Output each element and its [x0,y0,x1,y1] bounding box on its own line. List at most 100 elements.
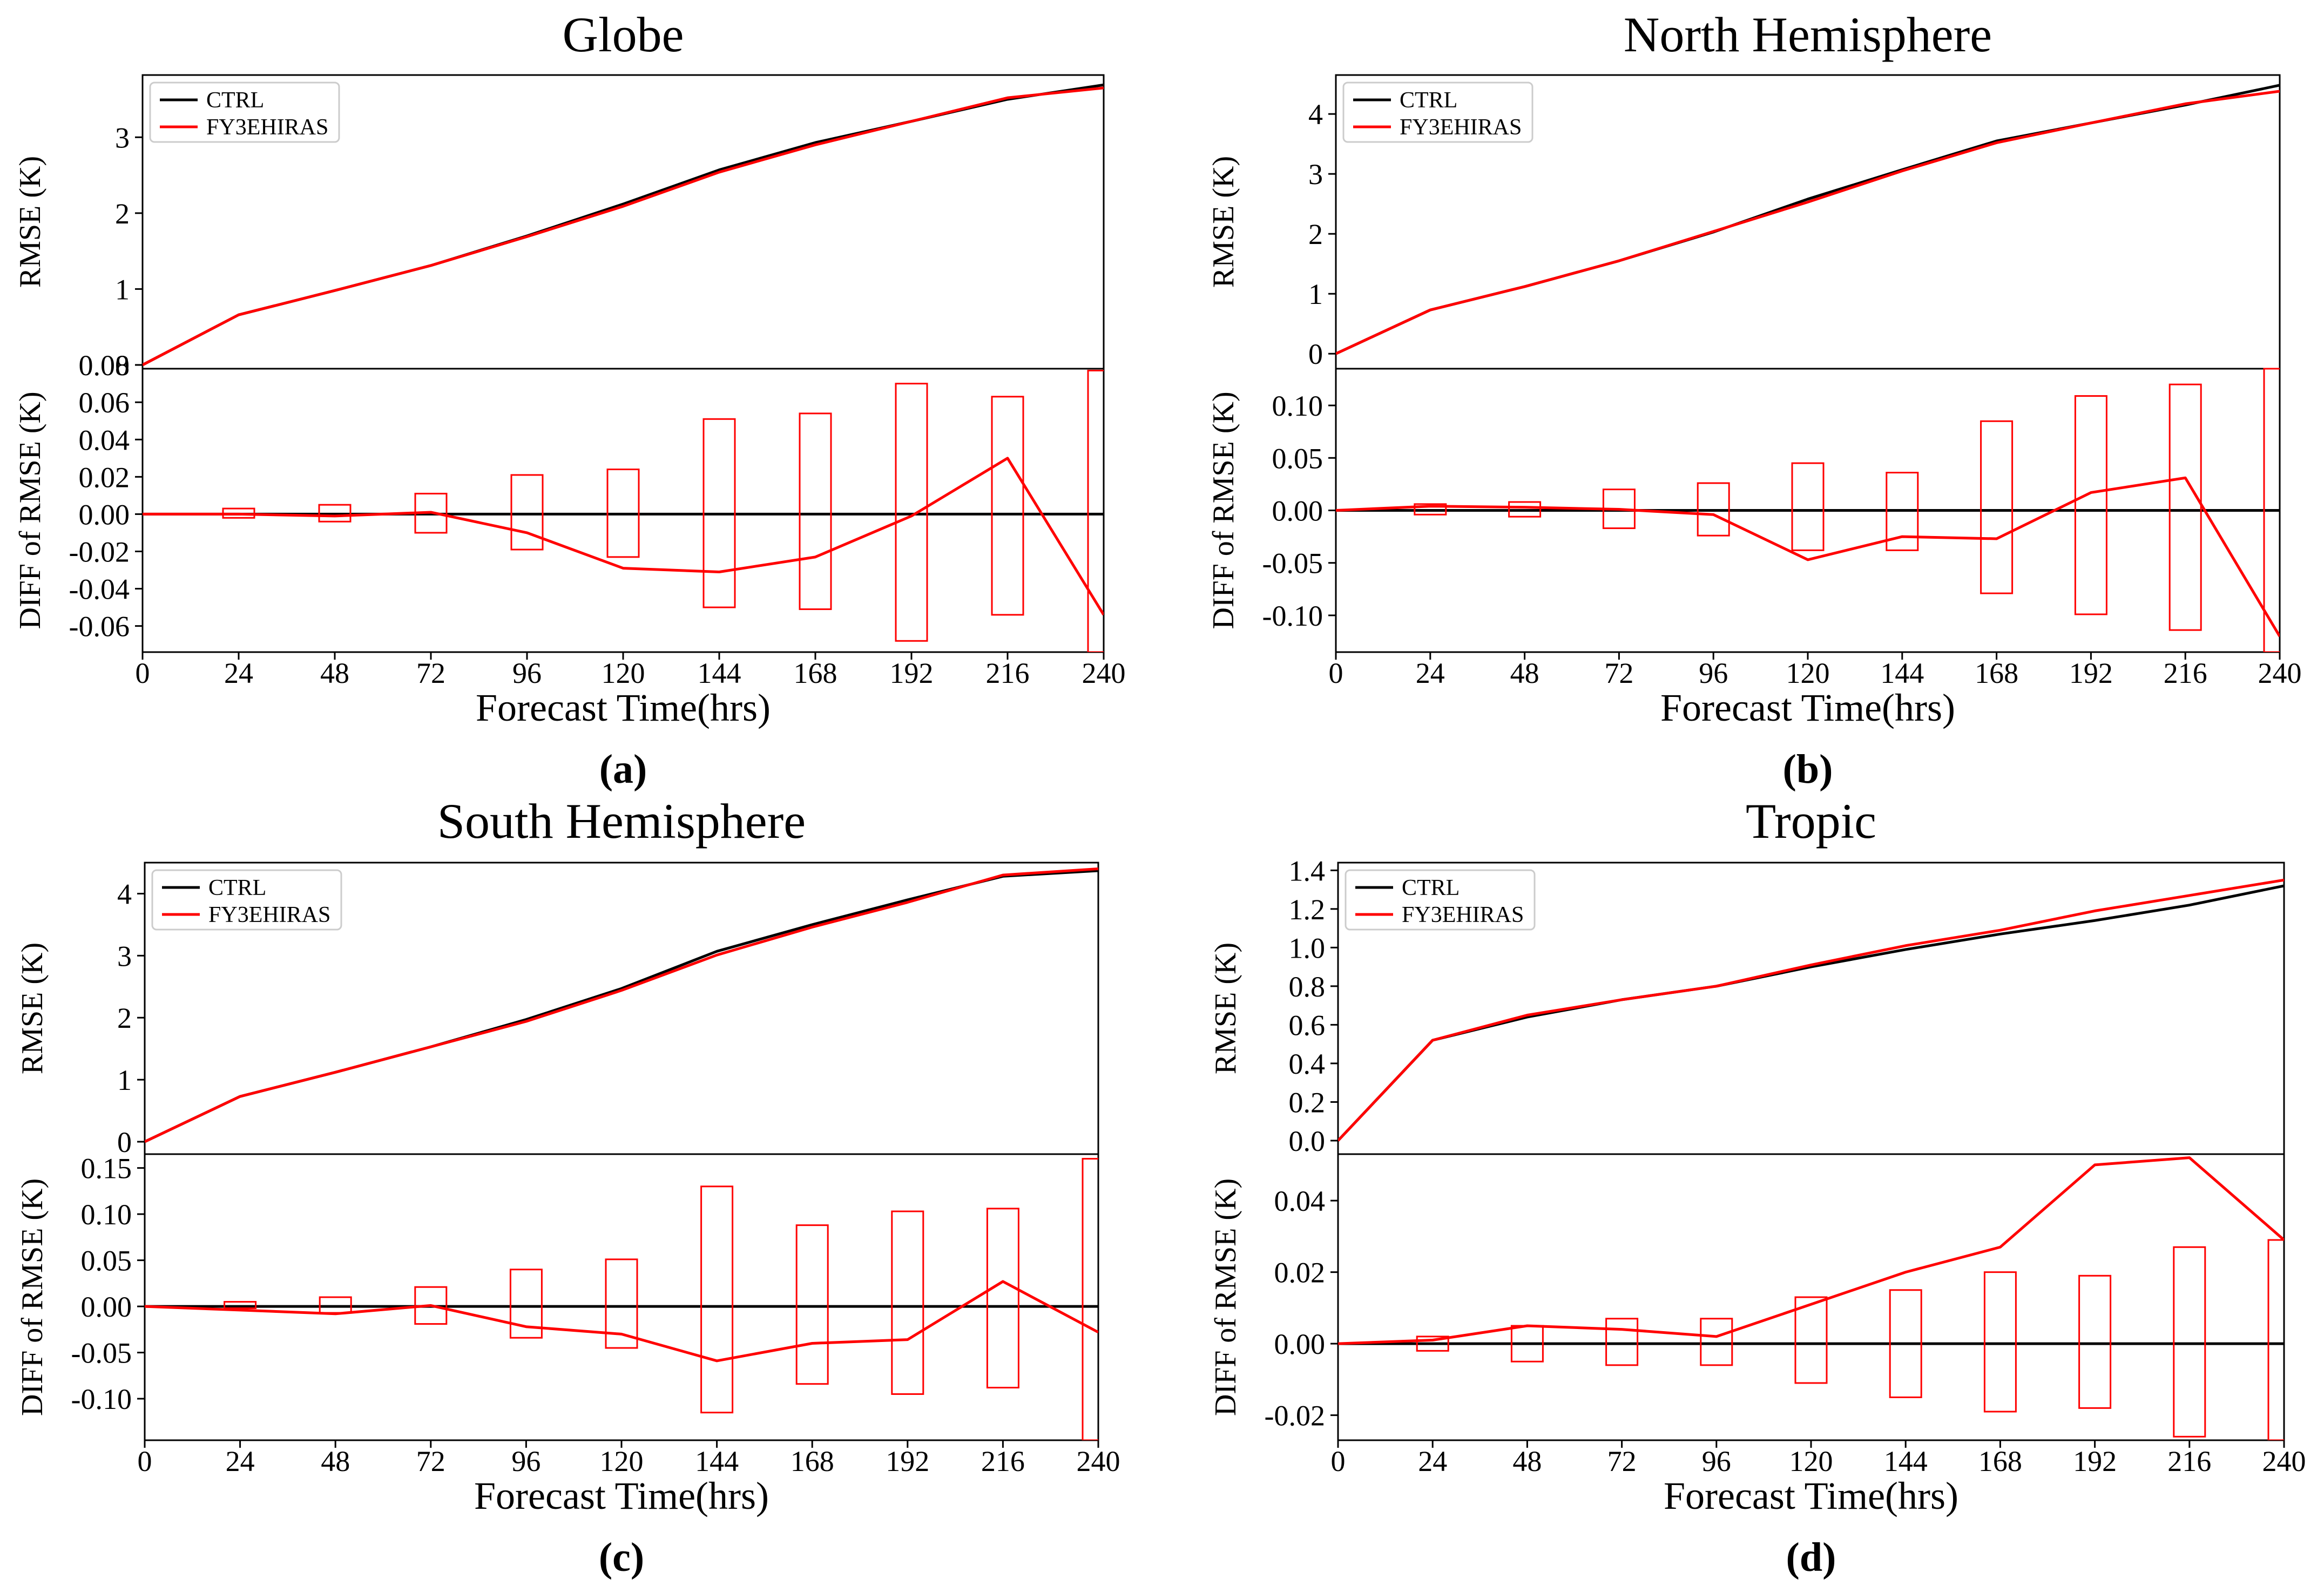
significance-box [2263,368,2280,652]
rmse-ytick-label: 3 [117,940,132,972]
legend-entry: FY3EHIRAS [206,115,328,140]
significance-box [1791,462,1825,551]
panel-label: (c) [599,1535,644,1580]
rmse-ylabel: RMSE (K) [1207,156,1240,288]
rmse-ytick-label: 0.6 [1289,1009,1326,1041]
rmse-ylabel: RMSE (K) [16,943,49,1074]
significance-box [1082,1158,1098,1440]
xtick-label: 120 [600,1445,644,1477]
legend-entry: CTRL [208,876,266,900]
significance-box [795,1224,829,1385]
panel-title: Tropic [1746,794,1876,849]
xtick-label: 240 [1082,657,1126,689]
x-axis-label: Forecast Time(hrs) [476,686,771,729]
diff-ylabel: DIFF of RMSE (K) [1209,1178,1242,1416]
rmse-ytick-label: 3 [115,121,130,154]
xtick-label: 0 [136,657,150,689]
xtick-label: 72 [416,657,445,689]
xtick-label: 96 [511,1445,541,1477]
diff-ytick-label: -0.02 [69,535,130,568]
xtick-label: 48 [1510,657,1539,689]
legend-entry: FY3EHIRAS [1400,115,1522,140]
rmse-ylabel: RMSE (K) [1209,943,1242,1074]
significance-box [891,1210,924,1395]
rmse-ytick-label: 2 [117,1002,132,1034]
significance-box [2168,383,2202,631]
rmse-series [143,83,1104,367]
xtick-label: 96 [1699,657,1728,689]
panel-title: Globe [563,7,684,62]
diff-ytick-label: 0.02 [79,461,130,493]
diff-series [1338,1156,2284,1440]
xtick-label: 216 [2167,1445,2211,1477]
diff-ylabel: DIFF of RMSE (K) [1207,391,1240,629]
panel-d: Tropic 0.0 0.2 0.4 0.6 0.8 1.0 1.2 1.4 -0.02 0.00 0… [1209,794,2306,1580]
xtick-label: 0 [1329,657,1343,689]
xtick-label: 72 [1607,1445,1637,1477]
significance-box [895,383,928,642]
significance-box [991,396,1024,616]
panel-a: Globe 0 1 2 3 -0.06 -0.04 -0.02 0.00 0.02 0.04 0.06… [13,7,1126,792]
xtick-label: 192 [890,657,934,689]
xtick-label: 48 [1512,1445,1542,1477]
diff-ytick-label: 0.05 [81,1245,132,1277]
rmse-ytick-label: 3 [1308,158,1323,191]
xtick-label: 144 [695,1445,739,1477]
fy3ehiras-line [145,867,1098,1143]
diff-ytick-label: 0.10 [1272,390,1323,422]
rmse-ylabel: RMSE (K) [13,156,47,288]
xtick-label: 144 [1880,657,1924,689]
panel-title: North Hemisphere [1624,7,1992,62]
fy3ehiras-line [1338,878,2284,1142]
rmse-ytick-label: 4 [1308,98,1323,131]
significance-box [1087,369,1104,652]
rmse-ytick-label: 1 [115,273,130,306]
rmse-series [1336,84,2280,355]
rmse-ytick-label: 0 [1308,338,1323,370]
significance-box [1889,1289,1922,1398]
diff-ytick-label: -0.05 [1262,547,1323,580]
xtick-label: 144 [1884,1445,1928,1477]
fy3ehiras-line [143,86,1104,367]
xtick-label: 96 [512,657,542,689]
xtick-label: 24 [1418,1445,1447,1477]
diff-ytick-label: -0.06 [69,611,130,643]
legend-entry: FY3EHIRAS [208,903,330,927]
rmse-ytick-label: 1.4 [1289,855,1326,887]
diff-ytick-label: 0.00 [81,1291,132,1323]
significance-box [2267,1239,2284,1440]
diff-line [143,457,1104,616]
x-axis-label: Forecast Time(hrs) [1664,1474,1958,1517]
significance-box [224,1301,257,1310]
xtick-label: 72 [416,1445,445,1477]
significance-box [700,1185,734,1414]
diff-line [1336,476,2280,638]
significance-box [510,474,544,551]
significance-box [2078,1275,2112,1409]
rmse-ytick-label: 2 [1308,218,1323,250]
diff-ytick-label: -0.10 [1262,600,1323,632]
significance-box [319,1296,352,1314]
diff-ytick-label: 0.02 [1274,1257,1326,1289]
xtick-label: 0 [1331,1445,1346,1477]
rmse-ytick-label: 1 [1308,278,1323,310]
rmse-ytick-label: 0.4 [1289,1048,1326,1080]
xtick-label: 168 [1978,1445,2022,1477]
significance-box [702,418,736,608]
xtick-label: 192 [2073,1445,2117,1477]
legend-entry: CTRL [1400,88,1457,113]
rmse-ytick-label: 1.0 [1289,932,1326,964]
significance-box [414,1286,448,1325]
xtick-label: 144 [698,657,741,689]
diff-series [145,1158,1098,1440]
significance-box [509,1269,543,1339]
legend-entry: CTRL [1402,876,1460,900]
panel-title: South Hemisphere [437,794,806,849]
significance-box [1886,472,1919,551]
xtick-label: 24 [1416,657,1445,689]
significance-box [986,1208,1019,1389]
diff-ytick-label: 0.15 [81,1153,132,1185]
significance-box [1980,420,2014,594]
fy3ehiras-line [1336,90,2280,355]
